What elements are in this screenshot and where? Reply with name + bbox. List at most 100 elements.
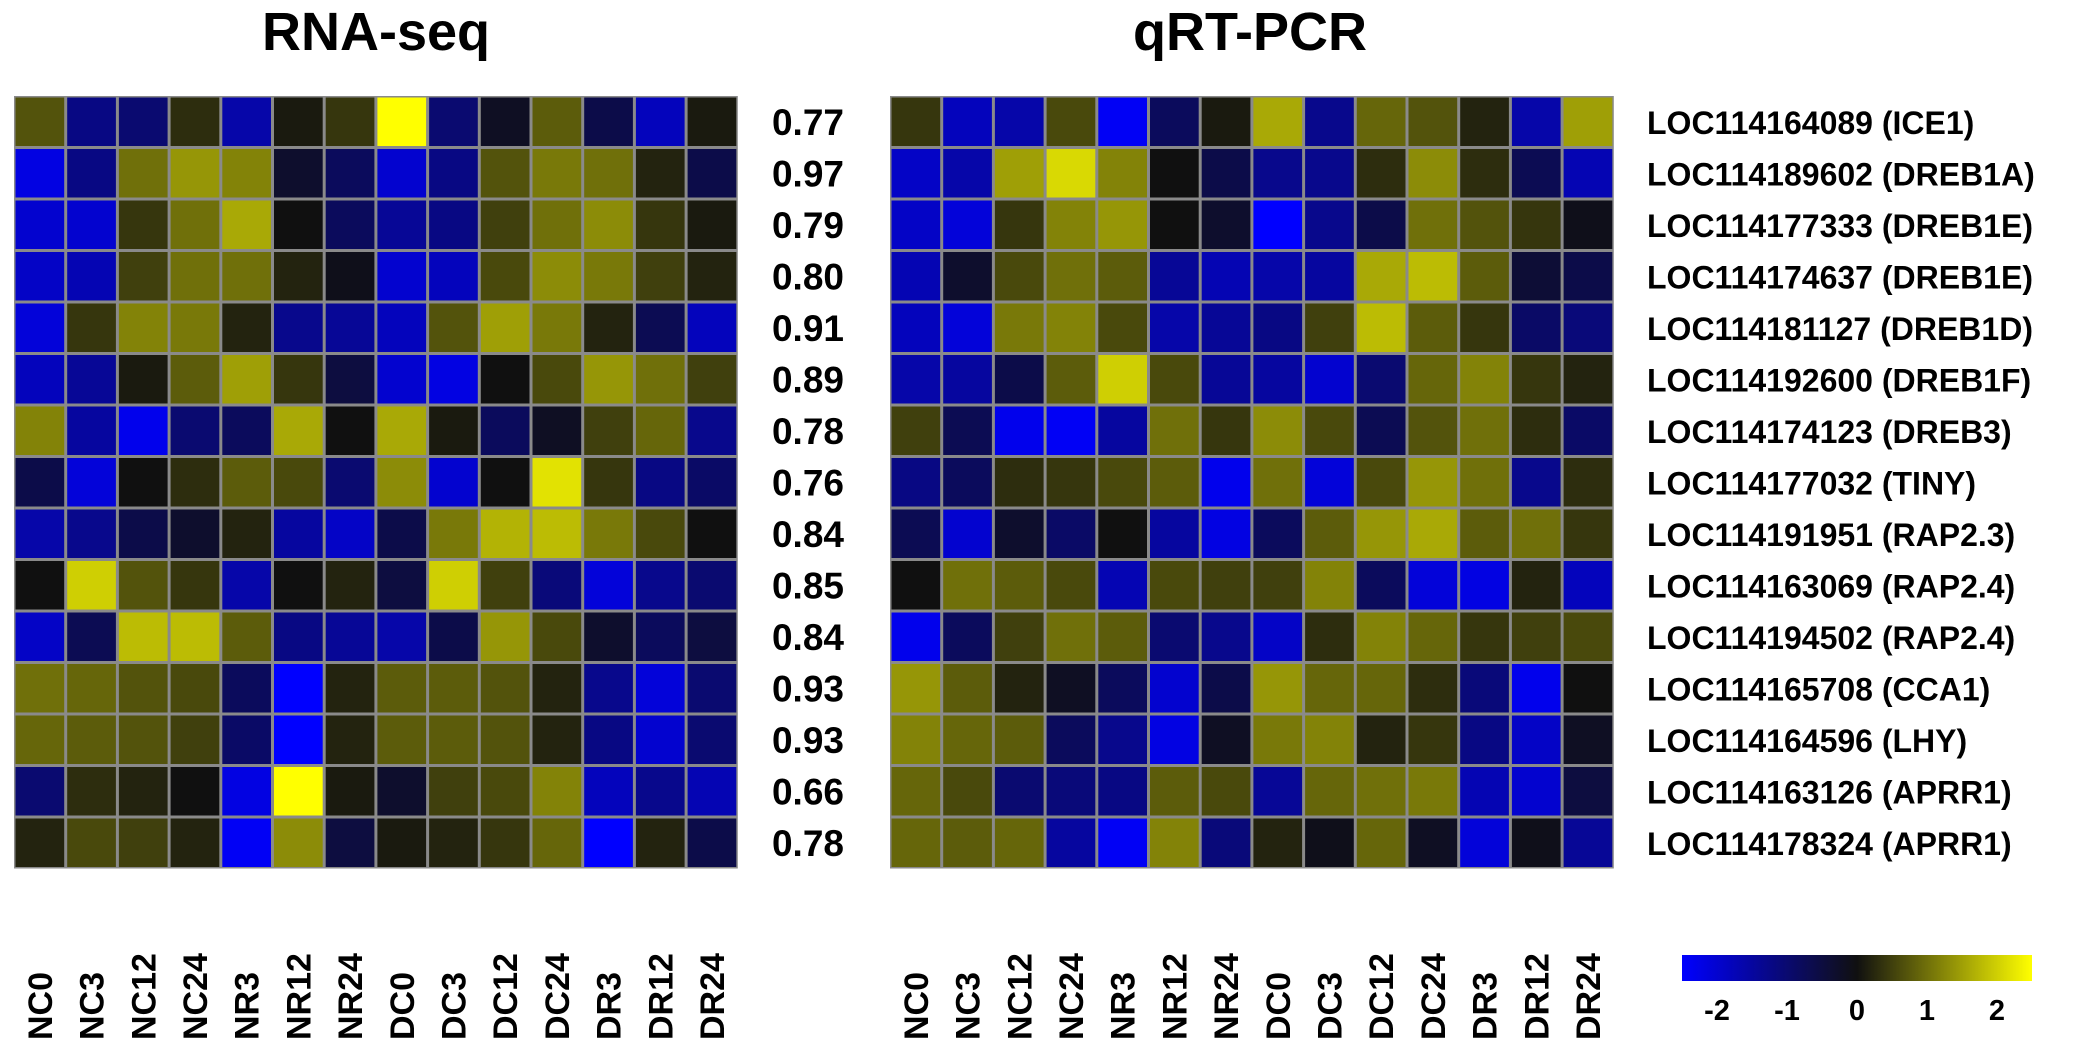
sample-label: DR12 bbox=[1518, 953, 1556, 1040]
correlation-value: 0.76 bbox=[772, 462, 844, 503]
qrt-pcr-cell bbox=[1201, 303, 1251, 352]
rna-seq-cell bbox=[222, 509, 271, 558]
qrt-pcr-cell bbox=[994, 200, 1044, 249]
qrt-pcr-cell bbox=[1253, 97, 1303, 146]
qrt-pcr-cell bbox=[1563, 767, 1613, 816]
qrt-pcr-cell bbox=[1201, 664, 1251, 713]
correlation-value: 0.84 bbox=[772, 514, 844, 555]
sample-label: NR3 bbox=[229, 972, 267, 1040]
sample-label: NC24 bbox=[177, 953, 215, 1040]
qrt-pcr-cell bbox=[1511, 509, 1561, 558]
qrt-pcr-cell bbox=[1098, 664, 1147, 713]
qrt-pcr-cell bbox=[1460, 355, 1509, 404]
qrt-pcr-cell bbox=[1305, 252, 1354, 301]
color-scale-tick: 0 bbox=[1849, 995, 1865, 1027]
qrt-pcr-cell bbox=[1460, 200, 1509, 249]
rna-seq-cell bbox=[170, 458, 220, 507]
rna-seq-cell bbox=[480, 406, 530, 455]
rna-seq-cell bbox=[274, 97, 323, 146]
qrt-pcr-cell bbox=[1356, 509, 1406, 558]
qrt-pcr-cell bbox=[1046, 818, 1096, 867]
correlation-value: 0.93 bbox=[772, 668, 844, 709]
gene-label: LOC114165708 (CCA1) bbox=[1647, 671, 1990, 707]
rna-seq-cell bbox=[118, 818, 168, 867]
qrt-pcr-cell bbox=[1356, 200, 1406, 249]
gene-label: LOC114164089 (ICE1) bbox=[1647, 105, 1974, 141]
rna-seq-cell bbox=[67, 818, 116, 867]
correlation-value: 0.77 bbox=[772, 102, 844, 143]
rna-seq-cell bbox=[67, 303, 116, 352]
rna-seq-cell bbox=[635, 458, 685, 507]
rna-seq-cell bbox=[687, 767, 737, 816]
qrt-pcr-cell bbox=[1253, 355, 1303, 404]
qrt-pcr-cell bbox=[891, 252, 941, 301]
qrt-pcr-cell bbox=[994, 406, 1044, 455]
rna-seq-cell bbox=[377, 97, 427, 146]
rna-seq-cell bbox=[118, 355, 168, 404]
qrt-pcr-cell bbox=[1563, 200, 1613, 249]
rna-seq-cell bbox=[532, 355, 582, 404]
qrt-pcr-cell bbox=[994, 612, 1044, 661]
rna-seq-cell bbox=[67, 355, 116, 404]
rna-seq-cell bbox=[67, 149, 116, 198]
rna-seq-cell bbox=[222, 97, 271, 146]
qrt-pcr-cell bbox=[1305, 612, 1354, 661]
rna-seq-cell bbox=[325, 561, 375, 610]
rna-seq-cell bbox=[118, 715, 168, 764]
qrt-pcr-cell bbox=[1460, 97, 1509, 146]
rna-seq-cell bbox=[429, 818, 478, 867]
qrt-pcr-cell bbox=[1098, 252, 1147, 301]
qrt-pcr-cell bbox=[1408, 818, 1458, 867]
gene-label: LOC114191951 (RAP2.3) bbox=[1647, 517, 2015, 553]
rna-seq-cell bbox=[274, 458, 323, 507]
rna-seq-cell bbox=[222, 715, 271, 764]
rna-seq-cell bbox=[687, 509, 737, 558]
sample-label: DC24 bbox=[539, 953, 577, 1040]
qrt-pcr-cell bbox=[943, 97, 992, 146]
qrt-pcr-cell bbox=[1511, 149, 1561, 198]
rna-seq-cell bbox=[274, 303, 323, 352]
rna-seq-cell bbox=[584, 767, 633, 816]
rna-seq-cell bbox=[532, 149, 582, 198]
qrt-pcr-cell bbox=[1046, 664, 1096, 713]
qrt-pcr-cell bbox=[1253, 509, 1303, 558]
qrt-pcr-cell bbox=[1201, 355, 1251, 404]
rna-seq-cell bbox=[325, 715, 375, 764]
rna-seq-cell bbox=[222, 303, 271, 352]
rna-seq-cell bbox=[429, 561, 478, 610]
sample-label: DC12 bbox=[487, 953, 525, 1040]
rna-seq-sample-axis: NC0 NC3 NC12 NC24 NR3 NR12 NR24 DC0 DC3 DC12 DC24 D… bbox=[22, 953, 732, 1040]
qrt-pcr-cell bbox=[1201, 252, 1251, 301]
qrt-pcr-cell bbox=[1098, 561, 1147, 610]
rna-seq-cell bbox=[222, 458, 271, 507]
qrt-pcr-cell bbox=[1305, 406, 1354, 455]
rna-seq-cell bbox=[67, 458, 116, 507]
rna-seq-cell bbox=[274, 149, 323, 198]
rna-seq-cell bbox=[274, 509, 323, 558]
qrt-pcr-cell bbox=[1460, 818, 1509, 867]
qrt-pcr-cell bbox=[943, 458, 992, 507]
correlation-value: 0.89 bbox=[772, 359, 844, 400]
qrt-pcr-cell bbox=[994, 509, 1044, 558]
rna-seq-cell bbox=[15, 509, 65, 558]
qrt-pcr-cell bbox=[1098, 303, 1147, 352]
rna-seq-cell bbox=[325, 303, 375, 352]
rna-seq-cell bbox=[15, 303, 65, 352]
correlation-value: 0.66 bbox=[772, 771, 844, 812]
rna-seq-cell bbox=[429, 664, 478, 713]
rna-seq-cell bbox=[377, 252, 427, 301]
rna-seq-cell bbox=[635, 818, 685, 867]
qrt-pcr-cell bbox=[1201, 458, 1251, 507]
qrt-pcr-cell bbox=[943, 561, 992, 610]
qrt-pcr-cell bbox=[1356, 561, 1406, 610]
rna-seq-cell bbox=[687, 252, 737, 301]
rna-seq-cell bbox=[377, 612, 427, 661]
qrt-pcr-cell bbox=[1098, 767, 1147, 816]
qrt-pcr-cell bbox=[1150, 818, 1199, 867]
sample-label: DR3 bbox=[591, 972, 629, 1040]
rna-seq-cell bbox=[480, 97, 530, 146]
sample-label: NC12 bbox=[125, 953, 163, 1040]
rna-seq-cell bbox=[222, 355, 271, 404]
rna-seq-cell bbox=[170, 149, 220, 198]
qrt-pcr-cell bbox=[1253, 200, 1303, 249]
